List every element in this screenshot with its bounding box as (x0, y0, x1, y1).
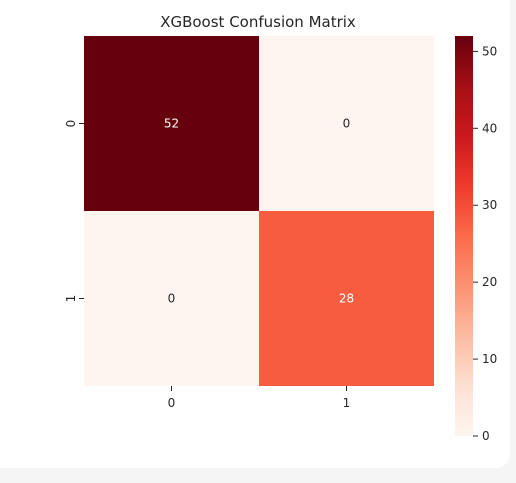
colorbar-tick-label: 10 (482, 352, 497, 366)
colorbar-tick-label: 30 (482, 198, 497, 212)
chart-title: XGBoost Confusion Matrix (160, 13, 356, 31)
heatmap-cell-0-1 (259, 36, 434, 211)
colorbar-tick-label: 20 (482, 275, 497, 289)
y-tick-label: 1 (64, 295, 78, 303)
heatmap-cell-1-0 (84, 211, 259, 386)
x-tick-label: 0 (168, 396, 176, 410)
colorbar-tick-label: 40 (482, 121, 497, 135)
colorbar-tick-label: 50 (482, 44, 497, 58)
y-axis: 01 (64, 120, 84, 303)
cell-value-label: 52 (164, 117, 179, 131)
cell-value-label: 0 (343, 117, 351, 131)
heatmap-cells: 52 0 0 28 (84, 36, 434, 386)
cell-value-label: 28 (339, 292, 354, 306)
heatmap-cell-1-1 (259, 211, 434, 386)
x-tick-label: 1 (343, 396, 351, 410)
colorbar-ticks: 0 10 20 30 40 50 (473, 44, 497, 443)
cell-value-label: 0 (168, 292, 176, 306)
heatmap-cell-0-0 (84, 36, 259, 211)
colorbar-tick-label: 0 (482, 429, 490, 443)
y-tick-label: 0 (64, 120, 78, 128)
colorbar (455, 36, 473, 436)
